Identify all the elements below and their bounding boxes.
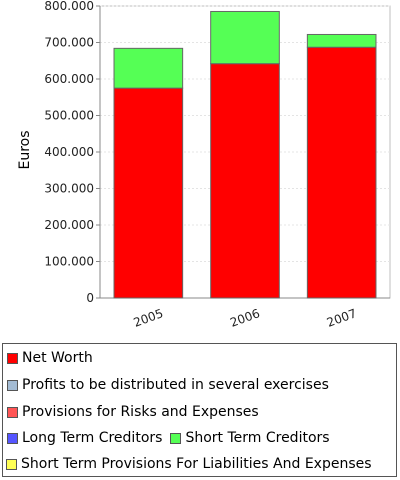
y-tick-label: 700.000 (44, 36, 94, 50)
legend-label-short-term-creditors: Short Term Creditors (185, 430, 330, 446)
bar-net-worth-2005 (113, 87, 184, 299)
y-tick-label: 200.000 (44, 218, 94, 232)
legend-label-profits: Profits to be distributed in several exe… (22, 377, 329, 393)
legend-swatch-short-term-provisions (6, 458, 17, 470)
x-tick-label: 2005 (132, 306, 165, 330)
y-tick-label: 300.000 (44, 182, 94, 196)
y-tick-label: 500.000 (44, 109, 94, 123)
bar-net-worth-2007 (306, 46, 377, 299)
legend-item-provisions-risks: Provisions for Risks and Expenses (7, 404, 259, 420)
legend-swatch-long-term-creditors (7, 432, 18, 444)
legend-swatch-short-term-creditors (170, 432, 182, 444)
bar-short-term-creditors-2005 (113, 47, 184, 89)
x-tick-label: 2007 (325, 306, 358, 330)
bar-short-term-creditors-2006 (210, 10, 280, 65)
legend-item-short-term-provisions: Short Term Provisions For Liabilities An… (6, 456, 372, 472)
y-tick-label: 100.000 (44, 255, 94, 269)
y-tick-label: 400.000 (44, 145, 94, 159)
y-tick-label: 600.000 (44, 72, 94, 86)
stacked-bar-chart: Euros 0 100.000 200.000 300.000 400.000 500.0… (17, 0, 391, 330)
legend-swatch-net-worth (7, 352, 18, 364)
bar-net-worth-2006 (210, 63, 280, 299)
y-axis-label: Euros (17, 130, 33, 169)
y-tick-label: 800.000 (44, 0, 94, 13)
legend-item-net-worth: Net Worth (7, 350, 93, 366)
legend: Net Worth Profits to be distributed in s… (2, 343, 397, 477)
x-tick-label: 2006 (228, 306, 261, 330)
legend-label-long-term-creditors: Long Term Creditors (22, 430, 163, 446)
legend-label-short-term-provisions: Short Term Provisions For Liabilities An… (21, 456, 372, 472)
legend-item-long-term-creditors: Long Term Creditors (7, 430, 162, 446)
bar-short-term-creditors-2007 (306, 33, 377, 48)
legend-item-short-term-creditors: Short Term Creditors (170, 430, 330, 446)
legend-item-profits: Profits to be distributed in several exe… (7, 377, 329, 393)
y-tick-label: 0 (86, 291, 94, 305)
legend-swatch-profits (7, 379, 18, 391)
legend-label-net-worth: Net Worth (22, 350, 93, 366)
legend-swatch-provisions-risks (7, 406, 18, 418)
legend-label-provisions-risks: Provisions for Risks and Expenses (22, 404, 259, 420)
